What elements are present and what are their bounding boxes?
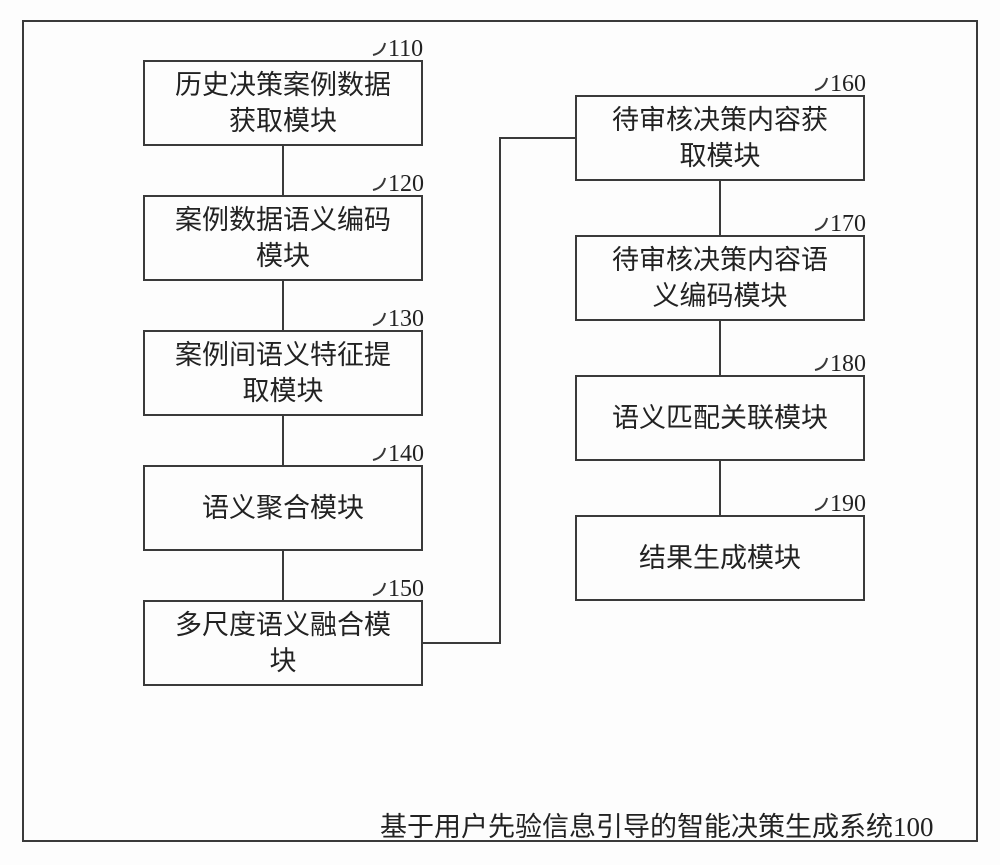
flow-node: 待审核决策内容获 取模块	[575, 95, 865, 181]
flow-node-number: 180	[830, 351, 866, 378]
flow-node-text: 结果生成模块	[639, 540, 801, 576]
flow-node: 待审核决策内容语 义编码模块	[575, 235, 865, 321]
flow-node-number: 190	[830, 491, 866, 518]
flow-node-number: 160	[830, 71, 866, 98]
flow-node-text: 语义匹配关联模块	[612, 400, 828, 436]
diagram-canvas: 基于用户先验信息引导的智能决策生成系统100 历史决策案例数据 获取模块 110 案…	[0, 0, 1000, 865]
flow-node-number: 140	[388, 441, 424, 468]
flow-node-text: 待审核决策内容获 取模块	[612, 102, 828, 175]
flow-node-text: 案例数据语义编码 模块	[175, 202, 391, 275]
flow-node-number: 150	[388, 576, 424, 603]
flow-node: 多尺度语义融合模 块	[143, 600, 423, 686]
flow-node-number: 120	[388, 171, 424, 198]
flow-node: 案例数据语义编码 模块	[143, 195, 423, 281]
flow-node: 语义聚合模块	[143, 465, 423, 551]
flow-node-number: 170	[830, 211, 866, 238]
flow-node-text: 语义聚合模块	[202, 490, 364, 526]
flow-node: 结果生成模块	[575, 515, 865, 601]
flow-node: 语义匹配关联模块	[575, 375, 865, 461]
flow-node-text: 案例间语义特征提 取模块	[175, 337, 391, 410]
flow-node-number: 130	[388, 306, 424, 333]
flow-node-text: 历史决策案例数据 获取模块	[175, 67, 391, 140]
flow-node-number: 110	[388, 36, 423, 63]
flow-node-text: 待审核决策内容语 义编码模块	[612, 242, 828, 315]
flow-node-text: 多尺度语义融合模 块	[175, 607, 391, 680]
flow-node: 历史决策案例数据 获取模块	[143, 60, 423, 146]
flow-node: 案例间语义特征提 取模块	[143, 330, 423, 416]
diagram-caption: 基于用户先验信息引导的智能决策生成系统100	[380, 805, 934, 844]
